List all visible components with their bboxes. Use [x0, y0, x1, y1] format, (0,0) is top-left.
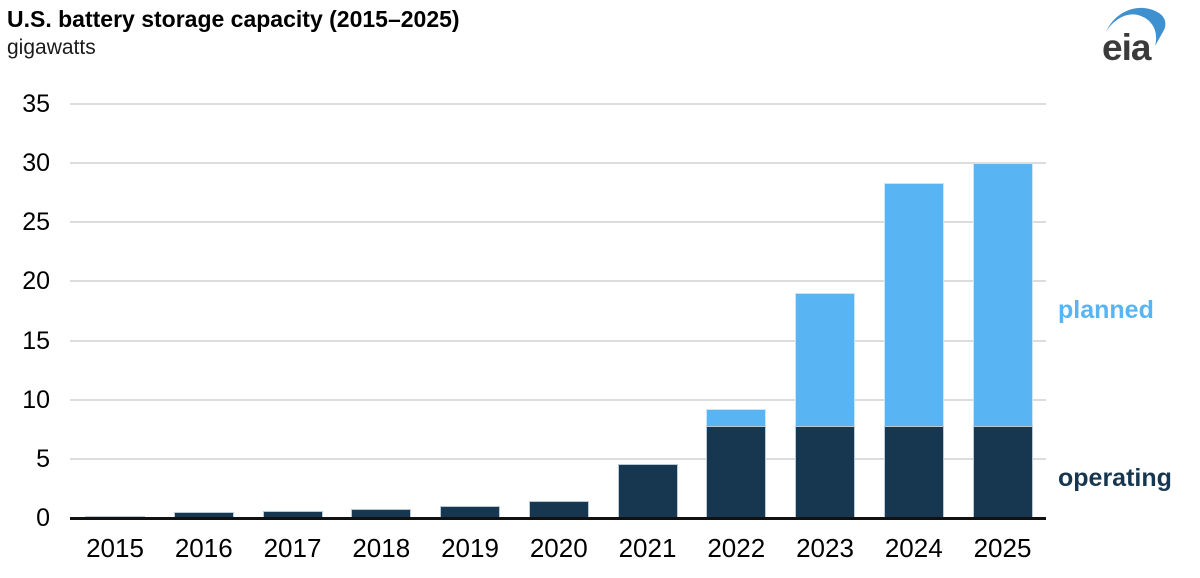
x-axis-tick-label-2024: 2024 — [884, 533, 943, 563]
bar-group-2018 — [351, 508, 412, 518]
x-axis-tick-label-2018: 2018 — [352, 533, 411, 563]
bar-segment-planned-2025 — [972, 163, 1033, 426]
y-axis-tick-label-25: 25 — [22, 208, 50, 237]
bar-group-2025 — [972, 163, 1033, 518]
x-axis-tick-label-2016: 2016 — [174, 533, 233, 563]
chart-units-label: gigawatts — [7, 36, 96, 59]
y-axis-tick-label-20: 20 — [22, 267, 50, 296]
gridline-5 — [70, 457, 1046, 460]
x-axis-tick-label-2025: 2025 — [973, 533, 1032, 563]
bar-group-2017 — [262, 510, 323, 518]
bar-segment-operating-2023 — [795, 425, 855, 518]
y-axis-tick-label-10: 10 — [22, 385, 50, 414]
y-axis-tick-label-0: 0 — [36, 504, 50, 532]
bar-segment-operating-2019 — [440, 506, 500, 518]
bar-group-2019 — [440, 506, 500, 518]
bar-group-2015 — [85, 515, 145, 518]
gridline-30 — [70, 162, 1046, 165]
eia-logo-swoosh-icon — [1106, 7, 1166, 46]
eia-logo: eia — [1102, 7, 1166, 66]
bar-group-2016 — [173, 512, 234, 518]
gridline-15 — [70, 339, 1046, 342]
x-axis-tick-label-2021: 2021 — [618, 533, 677, 563]
legend-label-planned: planned — [1058, 296, 1154, 324]
x-axis-tick-label-2023: 2023 — [796, 533, 854, 563]
x-axis-line — [70, 517, 1046, 520]
bar-segment-operating-2024 — [883, 425, 944, 518]
x-axis-tick-label-2022: 2022 — [707, 533, 766, 563]
bar-segment-planned-2022 — [706, 409, 767, 426]
bar-group-2021 — [617, 463, 678, 518]
legend-label-operating: operating — [1058, 464, 1172, 492]
bar-group-2020 — [528, 501, 589, 518]
bar-segment-operating-2018 — [351, 508, 412, 518]
bar-segment-operating-2020 — [528, 501, 589, 518]
bar-segment-operating-2015 — [85, 515, 145, 518]
y-axis-tick-label-35: 35 — [22, 90, 50, 118]
bar-segment-operating-2022 — [706, 425, 767, 518]
chart-title: U.S. battery storage capacity (2015–2025… — [7, 6, 460, 32]
bar-segment-operating-2017 — [262, 510, 323, 518]
gridline-10 — [70, 398, 1046, 401]
bar-segment-planned-2024 — [883, 183, 944, 426]
bar-segment-operating-2025 — [972, 425, 1033, 518]
gridline-25 — [70, 221, 1046, 224]
x-axis-tick-label-2019: 2019 — [441, 533, 499, 563]
gridline-35 — [70, 103, 1046, 105]
bar-group-2023 — [795, 293, 855, 518]
bar-segment-operating-2021 — [617, 463, 678, 518]
eia-logo-text: eia — [1102, 27, 1152, 66]
bar-segment-planned-2023 — [795, 293, 855, 426]
gridline-20 — [70, 280, 1046, 283]
y-axis-tick-label-5: 5 — [36, 444, 50, 473]
bar-segment-operating-2016 — [173, 512, 234, 518]
y-axis-tick-label-15: 15 — [22, 326, 50, 355]
plot-area — [70, 103, 1046, 520]
y-axis-tick-label-30: 30 — [22, 149, 50, 178]
bar-group-2024 — [883, 183, 944, 518]
x-axis-tick-label-2020: 2020 — [529, 533, 588, 563]
x-axis-tick-label-2017: 2017 — [263, 533, 322, 563]
bar-group-2022 — [706, 409, 767, 518]
x-axis-tick-label-2015: 2015 — [86, 533, 144, 563]
